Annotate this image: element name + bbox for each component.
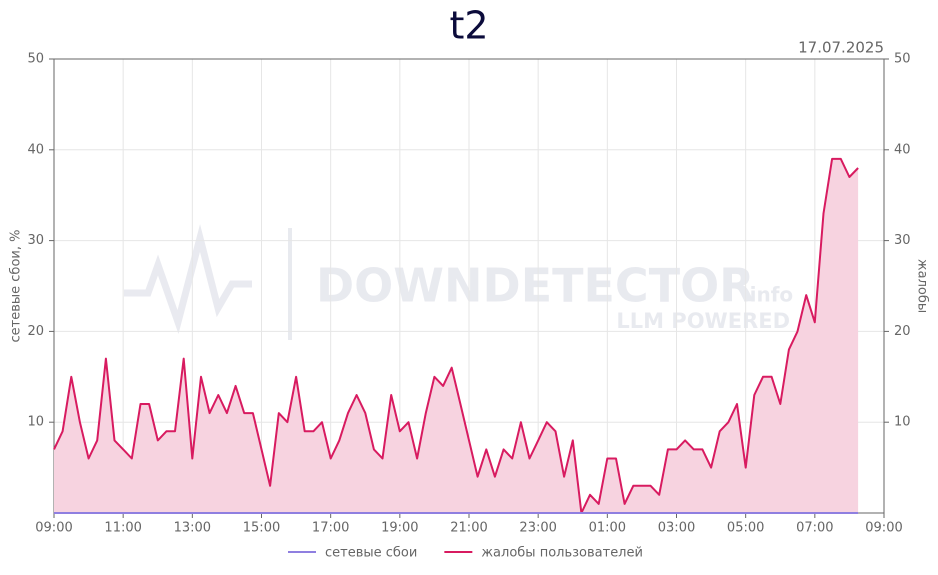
y2-tick-label: 50 xyxy=(894,52,911,67)
legend-label: жалобы пользователей xyxy=(481,546,643,561)
x-tick-label: 07:00 xyxy=(796,521,833,536)
x-tick-label: 23:00 xyxy=(519,521,556,536)
line xyxy=(53,157,859,514)
date: 17.07.2025 xyxy=(798,39,884,57)
watermark: DOWNDETECTOR .info LLM POWERED xyxy=(124,224,793,340)
watermark-suffix: .info xyxy=(742,283,793,307)
x-tick-label: 09:00 xyxy=(865,521,902,536)
x-tick-label: 21:00 xyxy=(450,521,487,536)
watermark-icon xyxy=(124,224,252,334)
y-axis-label: сетевые сбои, % xyxy=(9,230,24,343)
y-tick-label: 10 xyxy=(27,415,44,430)
legend-label: сетевые сбои xyxy=(325,546,417,561)
x-tick-label: 05:00 xyxy=(727,521,764,536)
x-tick-label: 01:00 xyxy=(589,521,626,536)
chart-title: t2 xyxy=(449,4,488,48)
x-tick-label: 09:00 xyxy=(35,521,72,536)
x-tick-label: 19:00 xyxy=(381,521,418,536)
y-tick-label: 20 xyxy=(27,324,44,339)
x-tick-label: 13:00 xyxy=(174,521,211,536)
watermark-brand: DOWNDETECTOR xyxy=(316,259,755,313)
area xyxy=(54,158,859,513)
x-tick-label: 03:00 xyxy=(658,521,695,536)
y2-tick-label: 10 xyxy=(894,415,911,430)
x-tick-label: 11:00 xyxy=(104,521,141,536)
x-tick-label: 17:00 xyxy=(312,521,349,536)
x-tick-label: 15:00 xyxy=(243,521,280,536)
y2-axis-label: жалобы xyxy=(915,259,930,313)
y2-tick-label: 20 xyxy=(894,324,911,339)
legend: сетевые сбои жалобы пользователей xyxy=(288,546,643,561)
y-tick-label: 40 xyxy=(27,142,44,157)
y-tick-label: 50 xyxy=(27,52,44,67)
y-tick-label: 30 xyxy=(27,233,44,248)
watermark-tagline: LLM POWERED xyxy=(616,309,790,333)
y2-tick-label: 30 xyxy=(894,233,911,248)
y2-tick-label: 40 xyxy=(894,142,911,157)
